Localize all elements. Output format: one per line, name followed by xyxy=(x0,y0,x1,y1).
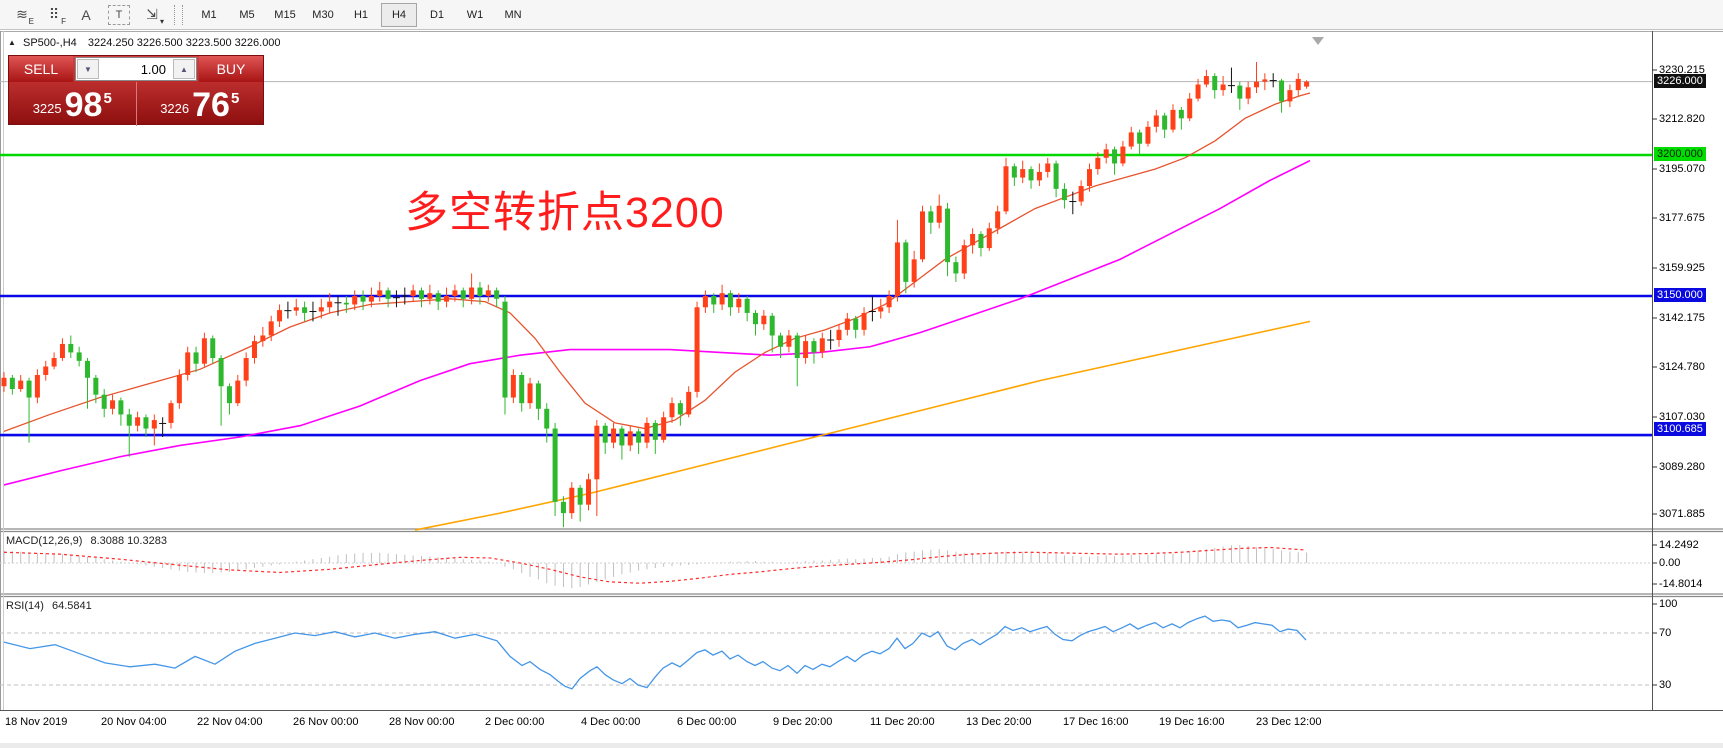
toolbar: ≋ E ⠿ F A T ⇲ ▾ M1 M5 M15 M30 H1 H4 D1 W1 MN xyxy=(0,0,1723,30)
one-click-trade-panel: SELL ▼ 1.00 ▲ BUY 3225 98 5 3226 76 5 xyxy=(8,55,264,126)
indicators-icon-sub: E xyxy=(28,16,34,26)
rsi-name: RSI(14) xyxy=(6,600,44,612)
symbol-timeframe: SP500-,H4 xyxy=(22,37,77,49)
cursor-mode-icon-sub: ▾ xyxy=(159,16,164,26)
rsi-label: RSI(14) 64.5841 xyxy=(6,600,92,612)
buy-price[interactable]: 3226 76 5 xyxy=(137,82,264,126)
timeframe-h1[interactable]: H1 xyxy=(353,8,369,21)
timeframe-m15[interactable]: M15 xyxy=(274,8,296,21)
timeframe-w1[interactable]: W1 xyxy=(466,8,484,21)
macd-label: MACD(12,26,9) 8.3088 10.3283 xyxy=(6,535,167,547)
macd-values: 8.3088 10.3283 xyxy=(90,535,167,547)
rsi-value: 64.5841 xyxy=(51,600,92,612)
indicators-icon[interactable]: ≋ E xyxy=(8,3,36,27)
sell-price-sup: 5 xyxy=(103,90,112,107)
buy-price-main: 3226 xyxy=(160,101,190,116)
sell-button[interactable]: SELL xyxy=(9,56,73,82)
ohlc-values: 3224.250 3226.500 3223.500 3226.000 xyxy=(87,37,281,49)
sell-price-big: 98 xyxy=(64,86,103,124)
timeframe-m30[interactable]: M30 xyxy=(312,8,334,21)
text-label-icon[interactable]: T xyxy=(108,4,130,25)
cursor-mode-icon-glyph: ⇲ xyxy=(146,6,158,22)
collapse-icon[interactable]: ▲ xyxy=(8,38,16,47)
buy-button[interactable]: BUY xyxy=(199,56,263,82)
grid-icon-glyph: ⠿ xyxy=(48,6,60,22)
sell-price-main: 3225 xyxy=(32,101,62,116)
timeframe-mn[interactable]: MN xyxy=(504,8,522,21)
sell-price[interactable]: 3225 98 5 xyxy=(9,82,137,126)
timeframe-d1[interactable]: D1 xyxy=(429,8,445,21)
volume-box: ▼ 1.00 ▲ xyxy=(75,57,197,81)
timeframe-h4[interactable]: H4 xyxy=(381,2,417,27)
macd-name: MACD(12,26,9) xyxy=(6,535,83,547)
buy-price-sup: 5 xyxy=(230,90,240,107)
timeframe-m5[interactable]: M5 xyxy=(239,8,255,21)
text-annotation-icon-glyph: A xyxy=(81,6,91,23)
text-annotation-icon[interactable]: A xyxy=(72,3,100,27)
grid-icon[interactable]: ⠿ F xyxy=(40,3,68,27)
cursor-mode-icon[interactable]: ⇲ ▾ xyxy=(138,3,166,27)
bottom-strip xyxy=(0,743,1723,748)
volume-increase-icon[interactable]: ▲ xyxy=(173,59,195,79)
toolbar-separator xyxy=(174,4,183,25)
timeframe-m1[interactable]: M1 xyxy=(201,8,217,21)
grid-icon-sub: F xyxy=(61,16,66,26)
text-label-icon-glyph: T xyxy=(115,8,123,21)
volume-input[interactable]: 1.00 xyxy=(140,61,166,77)
chart-title: ▲ SP500-,H4 3224.250 3226.500 3223.500 3… xyxy=(8,37,281,49)
buy-price-big: 76 xyxy=(192,86,230,124)
volume-decrease-icon[interactable]: ▼ xyxy=(77,59,99,79)
indicators-icon-glyph: ≋ xyxy=(16,6,28,22)
chart-annotation-text: 多空转折点3200 xyxy=(405,189,725,237)
